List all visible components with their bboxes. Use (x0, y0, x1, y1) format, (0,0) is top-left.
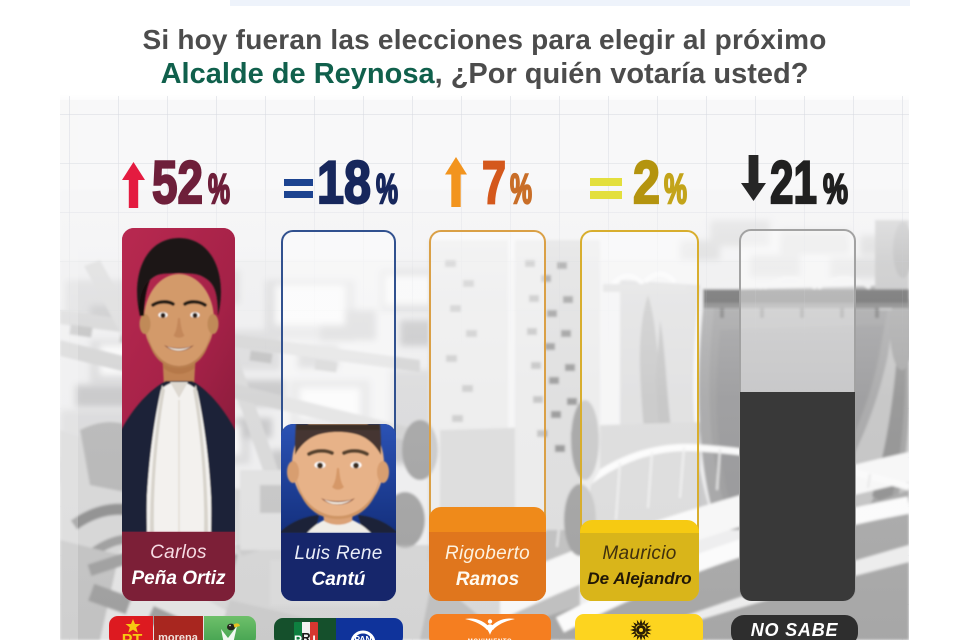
svg-text:18: 18 (317, 149, 371, 208)
svg-text:7: 7 (482, 149, 506, 208)
svg-text:%: % (510, 165, 532, 208)
svg-text:P: P (294, 633, 302, 640)
svg-text:%: % (823, 165, 848, 208)
svg-text:morena: morena (158, 632, 199, 640)
svg-text:%: % (376, 165, 398, 208)
svg-text:PAN: PAN (354, 634, 371, 640)
svg-text:%: % (208, 165, 230, 208)
svg-text:52: 52 (152, 149, 203, 208)
svg-text:R: R (301, 630, 311, 640)
svg-text:I: I (312, 633, 315, 640)
svg-text:2: 2 (633, 149, 660, 208)
svg-text:PT: PT (122, 632, 143, 640)
svg-text:%: % (664, 165, 687, 208)
svg-text:21: 21 (770, 149, 817, 208)
